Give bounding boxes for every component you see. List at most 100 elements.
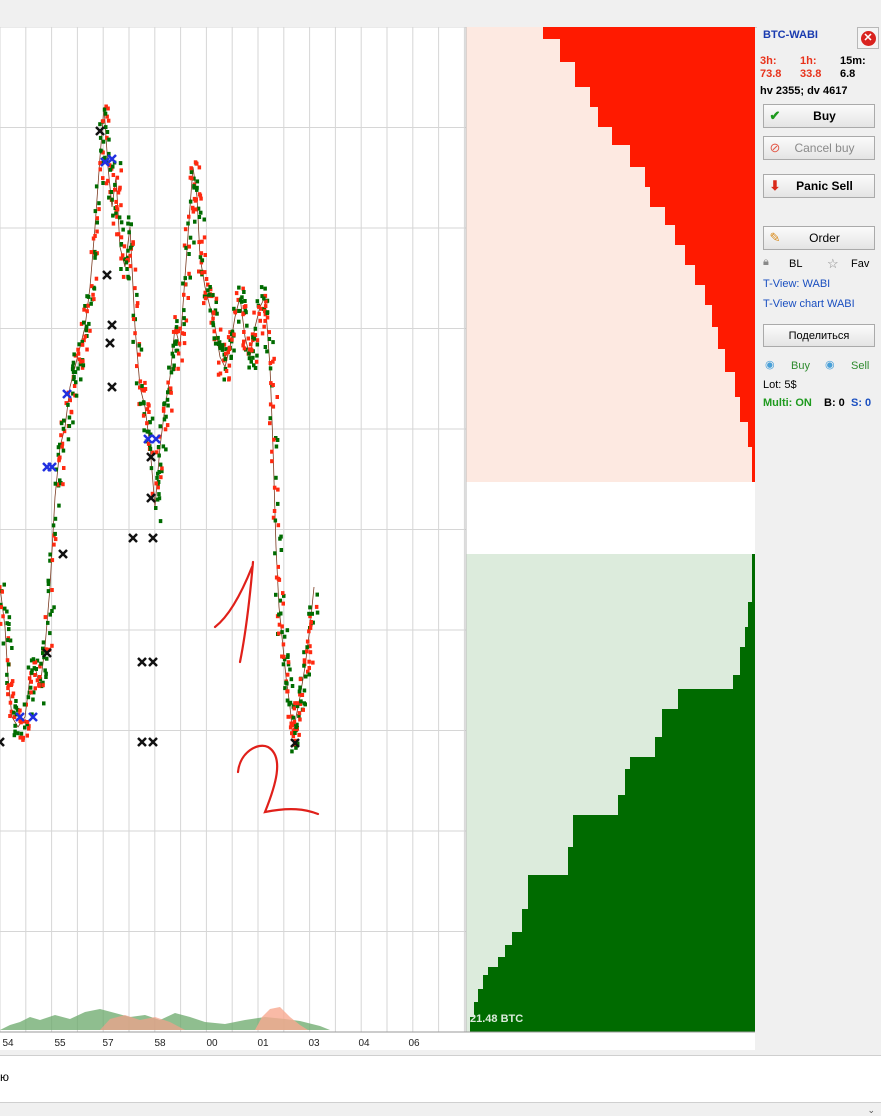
buy-trade-dot <box>71 370 76 374</box>
sell-trade-dot <box>281 642 286 647</box>
buy-trade-dot <box>48 631 52 636</box>
buy-trade-dot <box>297 714 301 718</box>
hv-dv-readout: hv 2355; dv 4617 <box>760 85 848 97</box>
buy-trade-dot <box>302 688 307 693</box>
buy-trade-dot <box>285 628 290 633</box>
buy-trade-dot <box>57 503 61 508</box>
buy-trade-dot <box>216 335 220 340</box>
buy-trade-dot <box>154 506 158 510</box>
sell-signal-icon[interactable]: ◉ <box>825 359 835 371</box>
sell-trade-dot <box>170 408 174 413</box>
buy-trade-dot <box>171 367 175 372</box>
sell-trade-dot <box>105 135 109 140</box>
sell-trade-dot <box>176 366 180 371</box>
time-axis-tick-label: 03 <box>308 1038 320 1049</box>
panic-sell-button[interactable]: ⬇ Panic Sell <box>763 174 875 198</box>
buy-trade-dot <box>1 641 6 646</box>
sell-trade-dot <box>285 689 289 694</box>
sell-trade-dot <box>285 672 290 677</box>
buy-trade-dot <box>16 707 20 712</box>
sell-trade-dot <box>309 620 313 624</box>
sell-trade-dot <box>89 250 94 255</box>
buy-trade-dot <box>148 446 153 451</box>
sell-trade-dot <box>286 660 291 665</box>
buy-trade-dot <box>268 416 272 421</box>
sell-trade-dot <box>227 363 232 368</box>
buy-trade-dot <box>99 148 103 153</box>
buy-trade-dot <box>255 299 260 304</box>
chart-canvas[interactable]: 21.48 BTC 54 55 57 58 00 01 03 04 06 <box>0 27 755 1050</box>
blacklist-toggle[interactable]: BL <box>789 258 803 270</box>
buy-trade-dot <box>195 185 199 190</box>
buy-trade-dot <box>98 122 102 127</box>
sell-trade-dot <box>122 244 127 249</box>
buy-trade-dot <box>229 354 233 359</box>
buy-trade-dot <box>2 582 6 587</box>
buy-trade-dot <box>189 170 194 175</box>
sell-trade-dot <box>115 205 119 209</box>
buy-trade-dot <box>162 401 167 406</box>
buy-trade-dot <box>274 475 278 480</box>
sell-trade-dot <box>308 644 312 649</box>
tview-chart-link[interactable]: T-View chart WABI <box>763 298 855 310</box>
sell-trade-dot <box>183 227 188 232</box>
order-button[interactable]: ✎ Order <box>763 226 875 250</box>
sell-trade-dot <box>119 256 123 261</box>
sell-trade-dot <box>76 347 80 352</box>
sell-trade-dot <box>5 658 10 663</box>
sell-trade-dot <box>276 523 281 528</box>
sell-trade-dot <box>272 509 277 513</box>
buy-trade-dot <box>278 598 283 603</box>
buy-trade-dot <box>5 621 9 626</box>
order-marker-x <box>148 737 158 747</box>
buy-trade-dot <box>263 345 268 349</box>
sell-trade-dot <box>161 406 166 411</box>
cancel-buy-button[interactable]: ⊘ Cancel buy <box>763 136 875 160</box>
buy-trade-dot <box>285 698 290 703</box>
sell-trade-dot <box>163 427 168 432</box>
sell-trade-dot <box>191 209 196 214</box>
sell-trade-dot <box>80 342 85 347</box>
buy-trade-dot <box>164 447 168 452</box>
buy-trade-dot <box>155 475 159 480</box>
sell-trade-dot <box>143 387 148 391</box>
annotation-two <box>236 744 320 816</box>
favorite-toggle[interactable]: Fav <box>851 258 870 270</box>
buy-trade-dot <box>252 363 256 368</box>
price-chart[interactable]: 21.48 BTC 54 55 57 58 00 01 03 04 06 <box>0 27 755 1050</box>
sell-trade-dot <box>12 715 17 720</box>
sell-trade-dot <box>174 327 178 332</box>
buy-trade-dot <box>207 292 211 297</box>
sell-trade-dot <box>86 303 90 308</box>
buy-trade-dot <box>279 611 283 616</box>
tview-link[interactable]: T-View: WABI <box>763 278 831 290</box>
sell-trade-dot <box>241 343 245 348</box>
star-icon[interactable]: ☆ <box>827 256 839 271</box>
scroll-down-icon[interactable]: ⌄ <box>867 1105 875 1115</box>
sell-trade-dot <box>295 727 299 732</box>
buy-trade-dot <box>82 320 86 325</box>
lock-icon[interactable]: 🔒︎ <box>763 256 769 268</box>
sell-trade-dot <box>298 677 303 682</box>
sell-trade-dot <box>53 537 58 542</box>
trade-panel: BTC-WABI ✕ 3h: 73.8 1h: 33.8 15m: 6.8 hv… <box>757 27 881 1050</box>
close-button[interactable]: ✕ <box>857 27 879 49</box>
buy-button[interactable]: ✔ Buy <box>763 104 875 128</box>
buy-trade-dot <box>156 445 161 449</box>
sell-signal-label[interactable]: Sell <box>851 360 870 372</box>
buy-trade-dot <box>268 366 273 371</box>
buy-signal-label[interactable]: Buy <box>791 360 810 372</box>
sell-trade-dot <box>182 243 187 248</box>
sell-trade-dot <box>18 735 22 740</box>
sell-trade-dot <box>226 350 230 355</box>
share-button[interactable]: Поделиться <box>763 324 875 347</box>
buy-trade-dot <box>199 210 203 215</box>
buy-signal-icon[interactable]: ◉ <box>765 359 775 371</box>
sell-trade-dot <box>79 321 84 326</box>
buy-trade-dot <box>67 415 72 420</box>
log-field[interactable]: ю ⌄ <box>0 1055 881 1115</box>
buy-trade-dot <box>105 130 110 134</box>
sell-trade-dot <box>9 709 14 714</box>
sell-trade-dot <box>101 119 105 124</box>
buy-trade-dot <box>160 469 164 474</box>
